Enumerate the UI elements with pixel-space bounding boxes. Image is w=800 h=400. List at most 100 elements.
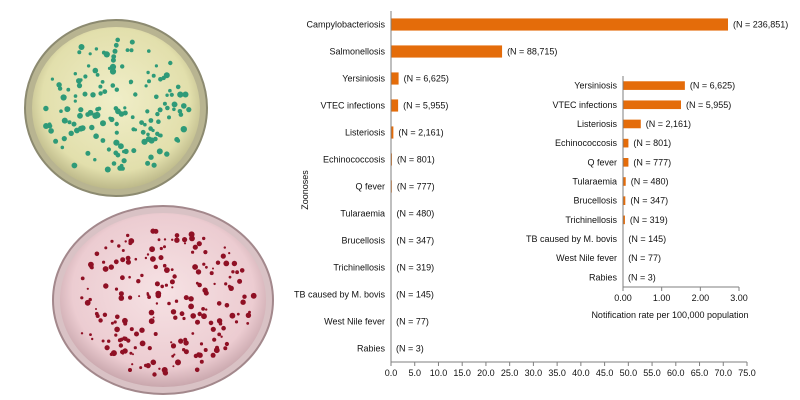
- colony: [199, 359, 204, 364]
- colony: [125, 48, 130, 52]
- colony: [155, 302, 159, 305]
- colony: [231, 260, 238, 267]
- colony: [191, 250, 195, 254]
- colony: [90, 92, 96, 98]
- colony: [94, 251, 100, 257]
- colony: [177, 91, 184, 98]
- colony: [182, 348, 186, 352]
- colony: [218, 321, 223, 326]
- category-label: Brucellosis: [573, 196, 617, 206]
- colony: [130, 115, 135, 120]
- colony: [210, 352, 216, 358]
- colony: [128, 275, 131, 279]
- colony: [113, 42, 119, 48]
- category-label: Tularaemia: [572, 177, 617, 187]
- main-bar-chart: Zoonoses Campylobacteriosis Salmonellosis…: [294, 11, 788, 378]
- x-tick-label: 60.0: [667, 368, 685, 378]
- colony: [208, 320, 214, 326]
- colony: [164, 151, 170, 157]
- colony: [108, 116, 112, 121]
- colony: [160, 284, 164, 289]
- colony: [153, 264, 158, 270]
- colony: [124, 240, 127, 243]
- category-label: Q fever: [355, 182, 385, 192]
- colony: [221, 325, 226, 331]
- colony: [73, 94, 78, 98]
- colony: [114, 121, 119, 127]
- x-axis: 0.0 5.0 10.0 15.0 20.0 25.0 30.0 35.0 40.0 45.0 50…: [385, 11, 756, 378]
- x-tick-label: 30.0: [525, 368, 543, 378]
- colony: [202, 287, 208, 293]
- colony: [203, 250, 208, 255]
- colony: [61, 136, 67, 142]
- colony: [163, 72, 170, 79]
- data-label: (N = 3): [396, 344, 424, 354]
- colony: [57, 86, 63, 91]
- colony: [66, 87, 71, 92]
- colony: [115, 37, 120, 43]
- colony: [154, 64, 158, 68]
- colony: [74, 127, 80, 134]
- colony: [148, 154, 154, 160]
- colony: [133, 346, 137, 350]
- colony: [144, 256, 148, 260]
- category-label: VTEC infections: [552, 100, 617, 110]
- colony: [174, 237, 180, 243]
- x-tick-label: 45.0: [596, 368, 614, 378]
- colony: [194, 367, 200, 373]
- data-label: (N = 347): [396, 236, 434, 246]
- colony: [128, 295, 133, 300]
- colony: [80, 276, 85, 281]
- colony: [53, 138, 59, 144]
- colony: [56, 82, 62, 88]
- colony: [155, 290, 162, 297]
- colony: [217, 332, 222, 337]
- colony: [113, 259, 119, 265]
- colony: [196, 241, 202, 247]
- colony: [77, 50, 82, 55]
- colonies-green: [43, 37, 192, 173]
- colony: [148, 318, 155, 325]
- colony: [107, 339, 111, 343]
- data-label: (N = 777): [633, 157, 671, 167]
- colony: [215, 345, 219, 350]
- colony: [59, 109, 63, 113]
- colony: [128, 79, 134, 85]
- colony: [231, 270, 235, 274]
- colony: [176, 138, 181, 143]
- colony: [136, 279, 141, 284]
- colony: [126, 338, 131, 343]
- category-label: Campylobacteriosis: [306, 20, 385, 30]
- colony: [224, 303, 230, 308]
- colony: [201, 313, 207, 320]
- colony: [109, 68, 117, 75]
- colony: [102, 260, 106, 264]
- colony: [182, 91, 189, 98]
- colony: [50, 77, 55, 81]
- colony: [104, 345, 110, 351]
- x-tick-label: 2.00: [692, 293, 710, 303]
- colony: [98, 91, 103, 96]
- colony: [129, 39, 135, 45]
- bar: [623, 215, 625, 225]
- colony: [123, 321, 128, 326]
- data-label: (N = 319): [630, 215, 668, 225]
- colony: [153, 332, 158, 336]
- colony: [100, 138, 106, 143]
- colony: [245, 312, 252, 318]
- colony: [102, 312, 108, 317]
- colony: [223, 260, 230, 267]
- colony: [128, 241, 133, 246]
- colony: [153, 136, 158, 142]
- green-colony-plate: [24, 19, 208, 197]
- colony: [138, 295, 141, 298]
- colony: [110, 321, 114, 325]
- data-label: (N = 801): [633, 138, 671, 148]
- colony: [224, 282, 228, 286]
- colony: [131, 363, 134, 366]
- colony: [148, 309, 155, 316]
- colony: [67, 120, 72, 125]
- colony: [93, 158, 97, 162]
- x-axis: 0.00 1.00 2.00 3.00: [614, 76, 748, 303]
- colony: [147, 346, 152, 351]
